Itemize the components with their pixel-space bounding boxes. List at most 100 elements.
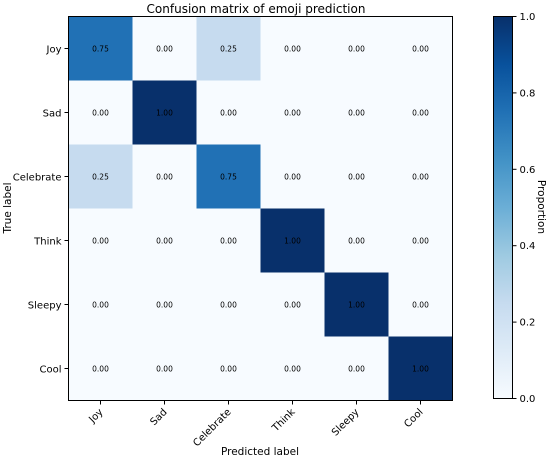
x-axis-label: Predicted label bbox=[221, 446, 299, 458]
cell-label-joy-sad: 0.00 bbox=[156, 45, 173, 54]
x-axis-ticks: Joy Sad Celebrate Think Sleepy Cool bbox=[87, 400, 426, 449]
cell-sad-sleepy bbox=[324, 80, 389, 145]
cell-label-joy-cool: 0.00 bbox=[412, 45, 429, 54]
x-tick-label-celebrate: Celebrate bbox=[191, 407, 233, 449]
cell-label-sad-joy: 0.00 bbox=[92, 109, 109, 118]
colorbar-label: Proportion bbox=[535, 180, 547, 234]
colorbar-tick-label-1: 0.2 bbox=[520, 318, 536, 329]
cell-think-cool bbox=[388, 208, 453, 273]
y-tick-label-cool: Cool bbox=[40, 365, 62, 376]
cell-think-sleepy bbox=[324, 208, 389, 273]
cell-label-sleepy-joy: 0.00 bbox=[92, 301, 109, 310]
cell-label-think-celebrate: 0.00 bbox=[220, 237, 237, 246]
cell-label-sad-sleepy: 0.00 bbox=[348, 109, 365, 118]
chart-title: Confusion matrix of emoji prediction bbox=[147, 2, 366, 16]
cell-label-cool-joy: 0.00 bbox=[92, 365, 109, 374]
cell-label-joy-joy: 0.75 bbox=[92, 45, 109, 54]
cell-sleepy-joy bbox=[68, 272, 133, 337]
cell-label-cool-sad: 0.00 bbox=[156, 365, 173, 374]
cell-label-think-joy: 0.00 bbox=[92, 237, 109, 246]
cell-label-joy-sleepy: 0.00 bbox=[348, 45, 365, 54]
x-tick-label-sad: Sad bbox=[149, 407, 170, 428]
cell-label-think-sad: 0.00 bbox=[156, 237, 173, 246]
cell-think-celebrate bbox=[196, 208, 261, 273]
cell-label-think-sleepy: 0.00 bbox=[348, 237, 365, 246]
y-tick-label-celebrate: Celebrate bbox=[13, 173, 62, 184]
cell-label-celebrate-joy: 0.25 bbox=[92, 173, 109, 182]
cell-celebrate-sleepy bbox=[324, 144, 389, 209]
cell-think-sad bbox=[132, 208, 197, 273]
cell-cool-think bbox=[260, 336, 325, 401]
cell-label-sleepy-sleepy: 1.00 bbox=[348, 301, 365, 310]
cell-joy-joy bbox=[68, 16, 133, 81]
colorbar-tick-label-0: 0.0 bbox=[520, 394, 536, 405]
colorbar-tick-label-3: 0.6 bbox=[520, 165, 536, 176]
cell-think-think bbox=[260, 208, 325, 273]
cell-celebrate-joy bbox=[68, 144, 133, 209]
cell-celebrate-cool bbox=[388, 144, 453, 209]
colorbar-tick-label-2: 0.4 bbox=[520, 241, 536, 252]
heatmap-cells bbox=[68, 16, 453, 401]
y-tick-label-sleepy: Sleepy bbox=[28, 301, 62, 312]
cell-sad-celebrate bbox=[196, 80, 261, 145]
cell-label-cool-sleepy: 0.00 bbox=[348, 365, 365, 374]
cell-think-joy bbox=[68, 208, 133, 273]
cell-label-cool-think: 0.00 bbox=[284, 365, 301, 374]
y-tick-label-joy: Joy bbox=[46, 45, 62, 56]
cell-sad-cool bbox=[388, 80, 453, 145]
cell-joy-sad bbox=[132, 16, 197, 81]
y-axis-label: True label bbox=[2, 182, 14, 234]
cell-celebrate-sad bbox=[132, 144, 197, 209]
cell-celebrate-think bbox=[260, 144, 325, 209]
cell-celebrate-celebrate bbox=[196, 144, 261, 209]
colorbar-tick-label-5: 1.0 bbox=[520, 12, 536, 23]
cell-label-sleepy-sad: 0.00 bbox=[156, 301, 173, 310]
plot-frame bbox=[68, 16, 453, 401]
colorbar-ticks: 0.0 0.2 0.4 0.6 0.8 1.0 bbox=[512, 12, 536, 405]
cell-label-celebrate-think: 0.00 bbox=[284, 173, 301, 182]
cell-label-sleepy-celebrate: 0.00 bbox=[220, 301, 237, 310]
cell-sleepy-sad bbox=[132, 272, 197, 337]
cell-label-sad-cool: 0.00 bbox=[412, 109, 429, 118]
cell-value-labels: 0.75 0.00 0.25 0.00 0.00 0.00 0.00 1.00 0.00 0.00… bbox=[92, 45, 429, 374]
cell-label-celebrate-cool: 0.00 bbox=[412, 173, 429, 182]
cell-label-sad-think: 0.00 bbox=[284, 109, 301, 118]
cell-label-celebrate-sad: 0.00 bbox=[156, 173, 173, 182]
cell-label-sad-sad: 1.00 bbox=[156, 109, 173, 118]
cell-label-sleepy-think: 0.00 bbox=[284, 301, 301, 310]
cell-label-sleepy-cool: 0.00 bbox=[412, 301, 429, 310]
cell-label-celebrate-sleepy: 0.00 bbox=[348, 173, 365, 182]
cell-sad-think bbox=[260, 80, 325, 145]
cell-label-joy-think: 0.00 bbox=[284, 45, 301, 54]
cell-cool-celebrate bbox=[196, 336, 261, 401]
cell-cool-joy bbox=[68, 336, 133, 401]
cell-sleepy-celebrate bbox=[196, 272, 261, 337]
cell-joy-think bbox=[260, 16, 325, 81]
cell-joy-celebrate bbox=[196, 16, 261, 81]
cell-sad-sad bbox=[132, 80, 197, 145]
cell-sleepy-cool bbox=[388, 272, 453, 337]
x-tick-label-sleepy: Sleepy bbox=[330, 407, 362, 439]
cell-label-sad-celebrate: 0.00 bbox=[220, 109, 237, 118]
cell-cool-sad bbox=[132, 336, 197, 401]
colorbar bbox=[493, 16, 513, 399]
cell-label-think-think: 1.00 bbox=[284, 237, 301, 246]
cell-label-think-cool: 0.00 bbox=[412, 237, 429, 246]
y-axis-ticks: Joy Sad Celebrate Think Sleepy Cool bbox=[13, 45, 69, 376]
cell-cool-cool bbox=[388, 336, 453, 401]
cell-sleepy-think bbox=[260, 272, 325, 337]
cell-label-celebrate-celebrate: 0.75 bbox=[220, 173, 237, 182]
x-tick-label-cool: Cool bbox=[402, 407, 425, 430]
x-tick-label-joy: Joy bbox=[87, 407, 106, 426]
y-tick-label-think: Think bbox=[33, 237, 62, 248]
cell-joy-sleepy bbox=[324, 16, 389, 81]
cell-joy-cool bbox=[388, 16, 453, 81]
x-tick-label-think: Think bbox=[270, 407, 298, 435]
y-tick-label-sad: Sad bbox=[43, 109, 62, 120]
cell-sleepy-sleepy bbox=[324, 272, 389, 337]
cell-sad-joy bbox=[68, 80, 133, 145]
cell-label-joy-celebrate: 0.25 bbox=[220, 45, 237, 54]
cell-cool-sleepy bbox=[324, 336, 389, 401]
cell-label-cool-cool: 1.00 bbox=[412, 365, 429, 374]
